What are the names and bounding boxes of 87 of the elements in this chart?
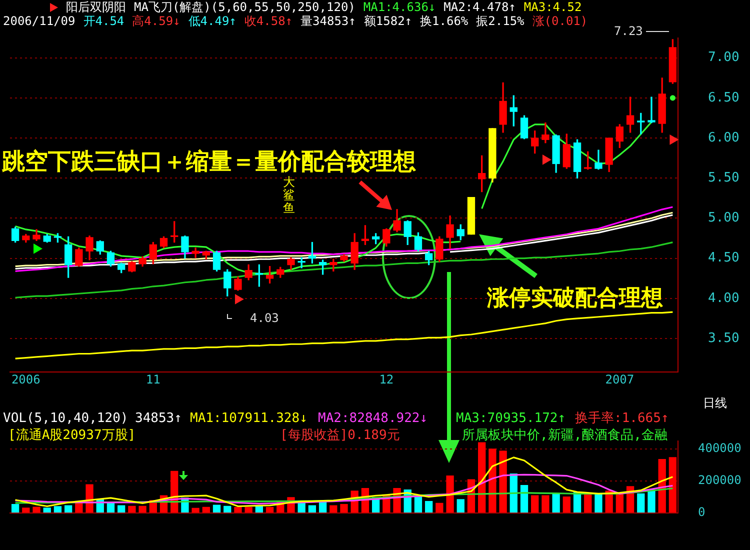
annotation: [每股收益]0.189元 xyxy=(280,428,400,443)
bar xyxy=(54,506,62,513)
annotation: 跳空下跌三缺口＋缩量＝量价配合较理想 xyxy=(2,147,416,176)
bar xyxy=(22,508,30,513)
bar xyxy=(234,507,242,513)
text: 阳后双阴阳 xyxy=(66,0,126,14)
y-tick-label: 7.00 xyxy=(708,50,740,66)
candlestick xyxy=(648,96,656,124)
bar xyxy=(436,502,444,513)
bar xyxy=(212,504,221,513)
point xyxy=(670,95,676,101)
text: 日线 xyxy=(703,396,727,410)
text: MA3:4.52 xyxy=(524,0,582,14)
bar xyxy=(488,448,496,513)
bar xyxy=(637,493,645,513)
text: 涨(0.01) xyxy=(532,14,588,28)
bar xyxy=(266,507,274,513)
bar xyxy=(542,495,550,513)
y-tick-label: 0 xyxy=(698,504,706,519)
bar xyxy=(32,506,40,513)
bar xyxy=(192,508,200,513)
text: MA3:70935.172↑ xyxy=(456,411,566,426)
y-tick-label: 3.50 xyxy=(708,330,740,346)
bar xyxy=(531,495,539,513)
bar xyxy=(446,475,454,513)
bar xyxy=(668,457,677,513)
annotation: 大鲨鱼 xyxy=(283,175,295,215)
annotation: 所属板块中价,新疆,酿酒食品,金融 xyxy=(462,428,668,443)
bar xyxy=(424,500,433,513)
text: MA1:4.636↓ xyxy=(363,0,436,14)
y-tick-label: 6.50 xyxy=(708,90,740,106)
y-tick-label: 5.00 xyxy=(708,210,740,226)
point xyxy=(234,294,244,304)
point xyxy=(542,154,551,165)
bar xyxy=(562,496,570,513)
bar xyxy=(499,450,507,513)
text: 换1.66% xyxy=(420,14,468,28)
text: 低4.49↑ xyxy=(188,14,236,28)
bar xyxy=(478,442,486,513)
y-tick-label: 4.50 xyxy=(708,250,740,266)
text: MA2:4.478↑ xyxy=(444,0,516,14)
bar xyxy=(456,499,464,513)
y-tick-label: 4.00 xyxy=(708,290,740,306)
text: MA2:82848.922↓ xyxy=(318,411,428,426)
text: 2006/11/09 xyxy=(3,14,76,28)
text: 量34853↑ xyxy=(300,14,356,28)
text: 换手率:1.665↑ xyxy=(575,411,669,426)
x-tick-label: 11 xyxy=(146,372,160,387)
bar xyxy=(224,506,232,513)
bar xyxy=(138,506,146,513)
x-tick-label: 12 xyxy=(379,372,394,387)
annotation: 4.03 xyxy=(250,311,279,325)
annotation: [流通A股20937万股] xyxy=(8,428,136,443)
bar xyxy=(340,504,348,513)
y-tick-label: 400000 xyxy=(698,441,742,456)
bar xyxy=(594,494,602,513)
x-tick-label: 2006 xyxy=(11,372,40,387)
point xyxy=(670,134,678,144)
text: 额1582↑ xyxy=(364,14,412,28)
text: 振2.15% xyxy=(476,14,524,28)
bar xyxy=(64,505,72,513)
annotation: 7.23 xyxy=(614,24,643,38)
bar xyxy=(11,504,20,513)
bar xyxy=(552,493,560,513)
bar xyxy=(244,507,252,513)
bar xyxy=(308,505,316,513)
bar xyxy=(520,485,528,513)
bar xyxy=(128,506,136,513)
x-tick-label: 2007 xyxy=(605,372,634,387)
bar xyxy=(202,506,210,513)
text: MA飞刀(解盘)(5,60,55,50,250,120) xyxy=(134,0,356,14)
text: 34853↑ xyxy=(135,411,182,426)
point xyxy=(34,244,42,254)
y-tick-label: 5.50 xyxy=(708,170,740,186)
text: 高4.59↓ xyxy=(132,14,180,28)
y-tick-label: 6.00 xyxy=(708,130,740,146)
bar xyxy=(330,505,338,513)
text: MA1:107911.328↓ xyxy=(190,411,308,426)
annotation: 涨停实破配合理想 xyxy=(487,284,663,313)
bar xyxy=(118,505,126,513)
bar xyxy=(648,489,656,513)
bar xyxy=(43,508,51,513)
text: VOL(5,10,40,120) xyxy=(3,411,128,426)
y-tick-label: 200000 xyxy=(698,473,742,488)
text: 开4.54 xyxy=(83,14,124,28)
text: 收4.58↑ xyxy=(244,14,293,28)
bar xyxy=(584,494,592,513)
